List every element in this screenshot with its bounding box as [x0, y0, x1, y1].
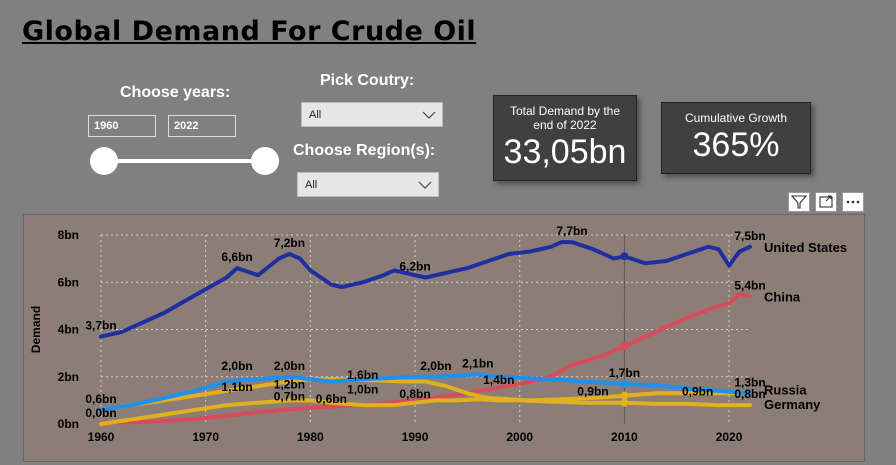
y-tick-label: 0bn: [58, 417, 79, 431]
total-demand-title: Total Demand by the end of 2022: [509, 104, 621, 132]
x-tick-label: 1990: [402, 430, 429, 444]
total-demand-value: 33,05bn: [503, 133, 627, 171]
filter-button[interactable]: [788, 192, 810, 212]
data-label: 0,0bn: [85, 406, 116, 420]
total-demand-card: Total Demand by the end of 2022 33,05bn: [493, 95, 637, 181]
data-label: 1,1bn: [221, 380, 252, 394]
data-label: 7,2bn: [274, 236, 305, 250]
country-dropdown-value: All: [309, 109, 322, 121]
demand-chart-panel: 0bn 2bn 4bn 6bn 8bn 1960 1970 1980 1990 2000 2010 2…: [23, 214, 865, 462]
x-tick-label: 1980: [297, 430, 324, 444]
y-tick-label: 8bn: [58, 228, 79, 242]
y-tick-label: 4bn: [58, 323, 79, 337]
focus-mode-button[interactable]: [815, 192, 837, 212]
more-options-button[interactable]: [842, 192, 864, 212]
y-tick-label: 2bn: [58, 370, 79, 384]
cumulative-growth-value: 365%: [692, 126, 780, 164]
data-label: 0,6bn: [85, 392, 116, 406]
series-name-china: China: [764, 289, 801, 304]
chevron-down-icon: [418, 181, 432, 189]
data-label: 6,2bn: [399, 260, 430, 274]
data-label: 1,0bn: [347, 382, 378, 396]
series-name-us: United States: [764, 240, 847, 255]
cumulative-growth-title: Cumulative Growth: [684, 111, 788, 125]
data-label: 5,4bn: [734, 278, 765, 292]
y-axis-label: Demand: [29, 306, 43, 353]
year-slider-track[interactable]: [104, 159, 266, 163]
expand-icon: [819, 195, 833, 208]
data-label: 1,4bn: [483, 373, 514, 387]
data-label: 7,7bn: [556, 224, 587, 238]
x-tick-label: 2010: [611, 430, 638, 444]
data-label: 0,8bn: [734, 387, 765, 401]
region-dropdown[interactable]: All: [297, 172, 439, 197]
year-start-input[interactable]: 1960: [88, 115, 156, 137]
data-label: 1,7bn: [609, 366, 640, 380]
x-tick-label: 1970: [192, 430, 219, 444]
region-label: Choose Region(s):: [293, 142, 436, 159]
data-label: 6,6bn: [221, 250, 252, 264]
year-end-input[interactable]: 2022: [168, 115, 236, 137]
series-name-germany: Germany: [764, 397, 821, 412]
hover-point-germany[interactable]: [620, 398, 629, 407]
data-label: 1,3bn: [734, 375, 765, 389]
x-tick-label: 2020: [716, 430, 743, 444]
hover-point-gold[interactable]: [620, 391, 629, 400]
series-line-china[interactable]: [99, 292, 752, 425]
years-label: Choose years:: [120, 84, 231, 101]
series-name-russia: Russia: [764, 383, 807, 398]
data-label: 0,9bn: [682, 385, 713, 399]
region-dropdown-value: All: [305, 179, 318, 191]
country-label: Pick Coutry:: [320, 72, 415, 89]
data-label: 0,9bn: [577, 385, 608, 399]
data-label: 2,0bn: [420, 359, 451, 373]
data-label: 2,0bn: [274, 359, 305, 373]
data-label: 0,6bn: [316, 392, 347, 406]
page-title: Global Demand For Crude Oil: [22, 16, 477, 47]
cumulative-growth-card: Cumulative Growth 365%: [661, 102, 811, 174]
data-label: 3,7bn: [85, 319, 116, 333]
more-icon: [846, 200, 860, 204]
data-label: 2,1bn: [462, 356, 493, 370]
chevron-down-icon: [422, 111, 436, 119]
series-line-us[interactable]: [99, 240, 752, 339]
year-slider-start-handle[interactable]: [90, 147, 118, 175]
data-label: 0,8bn: [399, 387, 430, 401]
hover-point-us[interactable]: [620, 252, 629, 261]
data-label: 7,5bn: [734, 229, 765, 243]
data-label: 1,2bn: [274, 378, 305, 392]
x-tick-label: 1960: [88, 430, 115, 444]
hover-point-china[interactable]: [620, 342, 629, 351]
y-tick-label: 6bn: [58, 275, 79, 289]
demand-line-chart[interactable]: 0bn 2bn 4bn 6bn 8bn 1960 1970 1980 1990 2000 2010 2…: [24, 215, 864, 461]
country-dropdown[interactable]: All: [301, 102, 443, 127]
filter-icon: [790, 195, 808, 209]
data-label: 2,0bn: [221, 359, 252, 373]
hover-point-russia[interactable]: [620, 379, 629, 388]
data-label: 1,6bn: [347, 368, 378, 382]
x-tick-label: 2000: [506, 430, 533, 444]
year-slider-end-handle[interactable]: [251, 147, 279, 175]
data-label: 0,7bn: [274, 389, 305, 403]
series-line-gold[interactable]: [99, 377, 752, 412]
